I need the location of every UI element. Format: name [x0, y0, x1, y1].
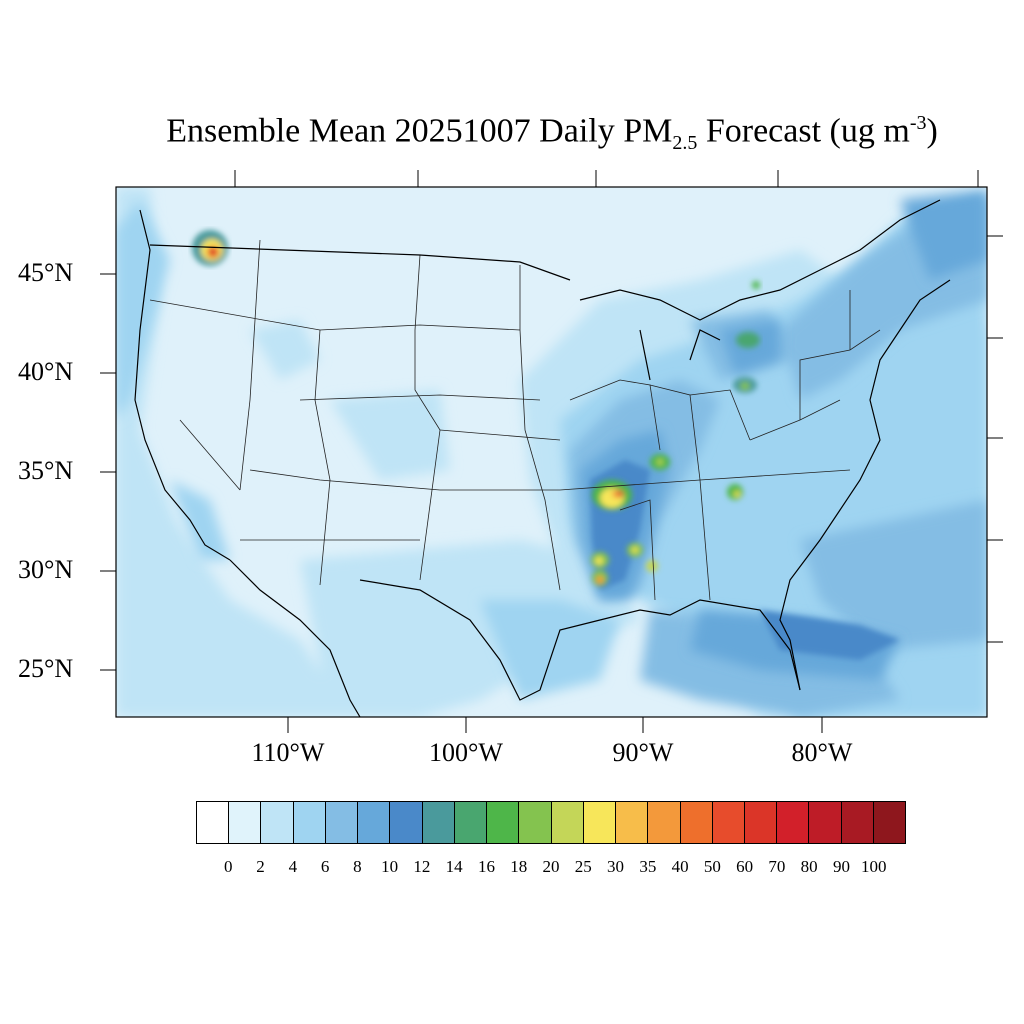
colorbar-label: 35	[639, 857, 657, 876]
colorbar-label: 100	[860, 857, 887, 876]
colorbar-label: 16	[477, 857, 495, 876]
colorbar-label: 70	[768, 857, 786, 876]
colorbar-label: 14	[445, 857, 463, 876]
colorbar-box	[358, 802, 391, 843]
colorbar-label: 12	[413, 857, 431, 876]
colorbar-label: 40	[671, 857, 689, 876]
colorbar-box	[197, 802, 230, 843]
colorbar-label: 4	[288, 857, 298, 876]
colorbar-box	[777, 802, 810, 843]
colorbar-box	[712, 802, 745, 843]
colorbar-box	[873, 802, 906, 843]
colorbar-label: 60	[736, 857, 754, 876]
lat-label-30: 30°N	[18, 555, 74, 584]
frame-ticks	[100, 170, 1003, 733]
colorbar-label: 80	[800, 857, 818, 876]
colorbar-label: 10	[381, 857, 399, 876]
hotspot-northwest	[192, 230, 228, 266]
colorbar-box	[809, 802, 842, 843]
colorbar-box	[583, 802, 617, 843]
colorbar-box	[487, 802, 520, 843]
lon-label-100w: 100°W	[429, 738, 503, 767]
colorbar-label: 90	[832, 857, 850, 876]
colorbar-label: 50	[703, 857, 721, 876]
lat-label-45: 45°N	[18, 258, 74, 287]
colorbar-label: 6	[320, 857, 330, 876]
colorbar-box	[519, 802, 552, 843]
colorbar-box	[325, 802, 359, 843]
colorbar-label: 30	[607, 857, 625, 876]
hotspot-mississippi	[591, 454, 743, 586]
hotspot-great-lakes	[733, 281, 760, 393]
coastlines	[134, 199, 951, 717]
colorbar-box	[680, 802, 713, 843]
lon-label-80w: 80°W	[791, 738, 853, 767]
colorbar-box	[261, 802, 294, 843]
colorbar-label: 20	[542, 857, 560, 876]
colorbar-box	[648, 802, 681, 843]
state-boundaries	[149, 239, 881, 601]
colorbar-box	[422, 802, 455, 843]
colorbar-label: 8	[353, 857, 362, 876]
colorbar-box	[616, 802, 649, 843]
colorbar-box	[293, 802, 326, 843]
lon-label-110w: 110°W	[251, 738, 325, 767]
lat-label-40: 40°N	[18, 357, 74, 386]
colorbar-box	[390, 802, 423, 843]
colorbar-box	[841, 802, 874, 843]
lat-label-35: 35°N	[18, 456, 74, 485]
colorbar-label: 0	[224, 857, 233, 876]
colorbar-label: 18	[510, 857, 528, 876]
lat-label-25: 25°N	[18, 654, 74, 683]
colorbar-box	[454, 802, 488, 843]
colorbar-box	[229, 802, 262, 843]
colorbar-box	[744, 802, 778, 843]
lon-label-90w: 90°W	[612, 738, 674, 767]
colorbar-box	[551, 802, 584, 843]
map-title: Ensemble Mean 20251007 Daily PM2.5 Forec…	[166, 112, 938, 155]
colorbar	[196, 801, 906, 844]
colorbar-label: 2	[256, 857, 265, 876]
colorbar-label: 25	[574, 857, 592, 876]
